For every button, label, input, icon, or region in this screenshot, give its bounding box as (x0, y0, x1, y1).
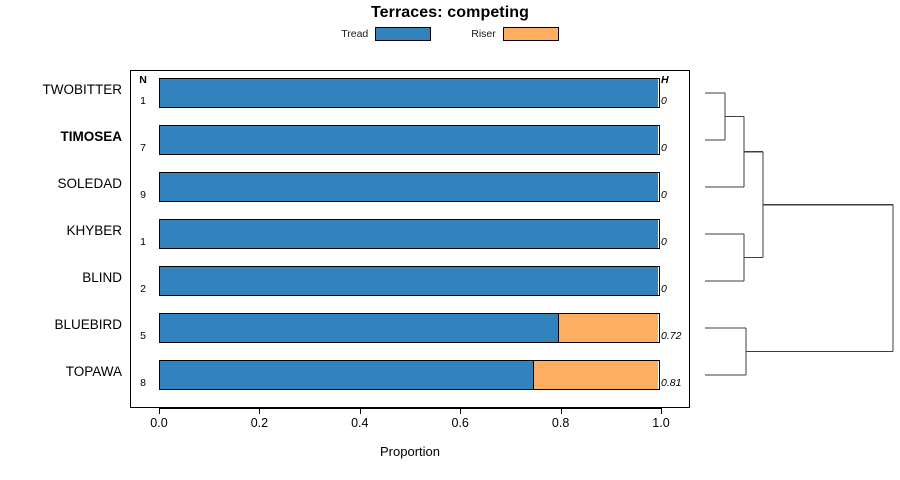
h-value: 0 (661, 142, 667, 154)
axis-tick-label: 0.4 (351, 416, 369, 430)
bar-segment-tread (160, 220, 658, 248)
table-row: TWOBITTER 1 0 (0, 70, 900, 117)
dendrogram-svg (705, 92, 894, 376)
column-header-h: H (661, 74, 669, 86)
legend-swatch-riser (502, 27, 559, 41)
h-value: 0 (661, 189, 667, 201)
plot-frame (130, 70, 690, 408)
h-value: 0.72 (661, 330, 682, 342)
stacked-bar (159, 313, 660, 343)
row-label-bluebird: BLUEBIRD (54, 317, 122, 332)
stacked-bar (159, 219, 660, 249)
n-value: 1 (140, 95, 146, 107)
x-axis-line (159, 408, 661, 409)
bar-segment-tread (160, 267, 658, 295)
stacked-bar (159, 266, 660, 296)
table-row: BLUEBIRD 5 0.72 (0, 305, 900, 352)
chart-title: Terraces: competing (370, 4, 530, 21)
dendrogram (690, 60, 900, 410)
bar-segment-tread (160, 314, 559, 342)
bar-segment-tread (160, 79, 658, 107)
h-value: 0 (661, 236, 667, 248)
bar-segment-tread (160, 126, 658, 154)
legend-entry-riser: Riser (471, 27, 559, 41)
row-label-blind: BLIND (82, 270, 122, 285)
axis-tick (560, 408, 562, 414)
row-label-timosea: TIMOSEA (60, 129, 122, 144)
axis-tick-label: 0.8 (551, 416, 570, 430)
bar-segment-riser (533, 361, 658, 389)
axis-tick (359, 408, 361, 414)
h-value: 0 (661, 283, 667, 295)
stacked-bar (159, 172, 660, 202)
n-value: 9 (140, 189, 146, 201)
n-value: 8 (140, 377, 146, 389)
legend-label-riser: Riser (471, 28, 496, 40)
h-value: 0 (661, 95, 667, 107)
axis-tick-label: 0.2 (250, 416, 269, 430)
axis-tick-label: 1.0 (652, 416, 670, 430)
axis-tick (259, 408, 261, 414)
table-row: TIMOSEA 7 0 (0, 117, 900, 164)
x-axis-title: Proportion (380, 444, 440, 459)
column-header-n: N (139, 74, 147, 86)
stacked-bar (159, 125, 660, 155)
legend-entry-tread: Tread (341, 27, 432, 41)
axis-tick (159, 408, 160, 414)
legend-label-tread: Tread (341, 28, 369, 40)
row-label-soledad: SOLEDAD (57, 176, 122, 191)
chart-legend: Tread Riser (0, 27, 900, 41)
bar-segment-tread (160, 361, 534, 389)
h-value: 0.81 (661, 377, 682, 389)
axis-tick-label: 0.6 (451, 416, 469, 430)
stacked-bar (159, 78, 660, 108)
n-value: 1 (140, 236, 146, 248)
axis-tick (460, 408, 462, 414)
row-label-khyber: KHYBER (66, 223, 122, 238)
x-axis: 0.0 0.2 0.4 0.6 0.8 1.0 (130, 408, 690, 438)
stacked-bar (159, 360, 660, 390)
n-value: 7 (140, 142, 146, 154)
legend-swatch-tread (375, 27, 432, 41)
n-value: 2 (140, 283, 146, 295)
bar-segment-tread (160, 173, 658, 201)
axis-tick (661, 408, 662, 414)
axis-tick-label: 0.0 (150, 416, 168, 430)
row-label-twobitter: TWOBITTER (42, 82, 123, 97)
table-row: BLIND 2 0 (0, 258, 900, 305)
n-value: 5 (140, 330, 146, 342)
table-row: SOLEDAD 9 0 (0, 164, 900, 211)
row-label-topawa: TOPAWA (65, 364, 122, 379)
table-row: TOPAWA 8 0.81 (0, 352, 900, 399)
bar-segment-riser (558, 314, 658, 342)
table-row: KHYBER 1 0 (0, 211, 900, 258)
